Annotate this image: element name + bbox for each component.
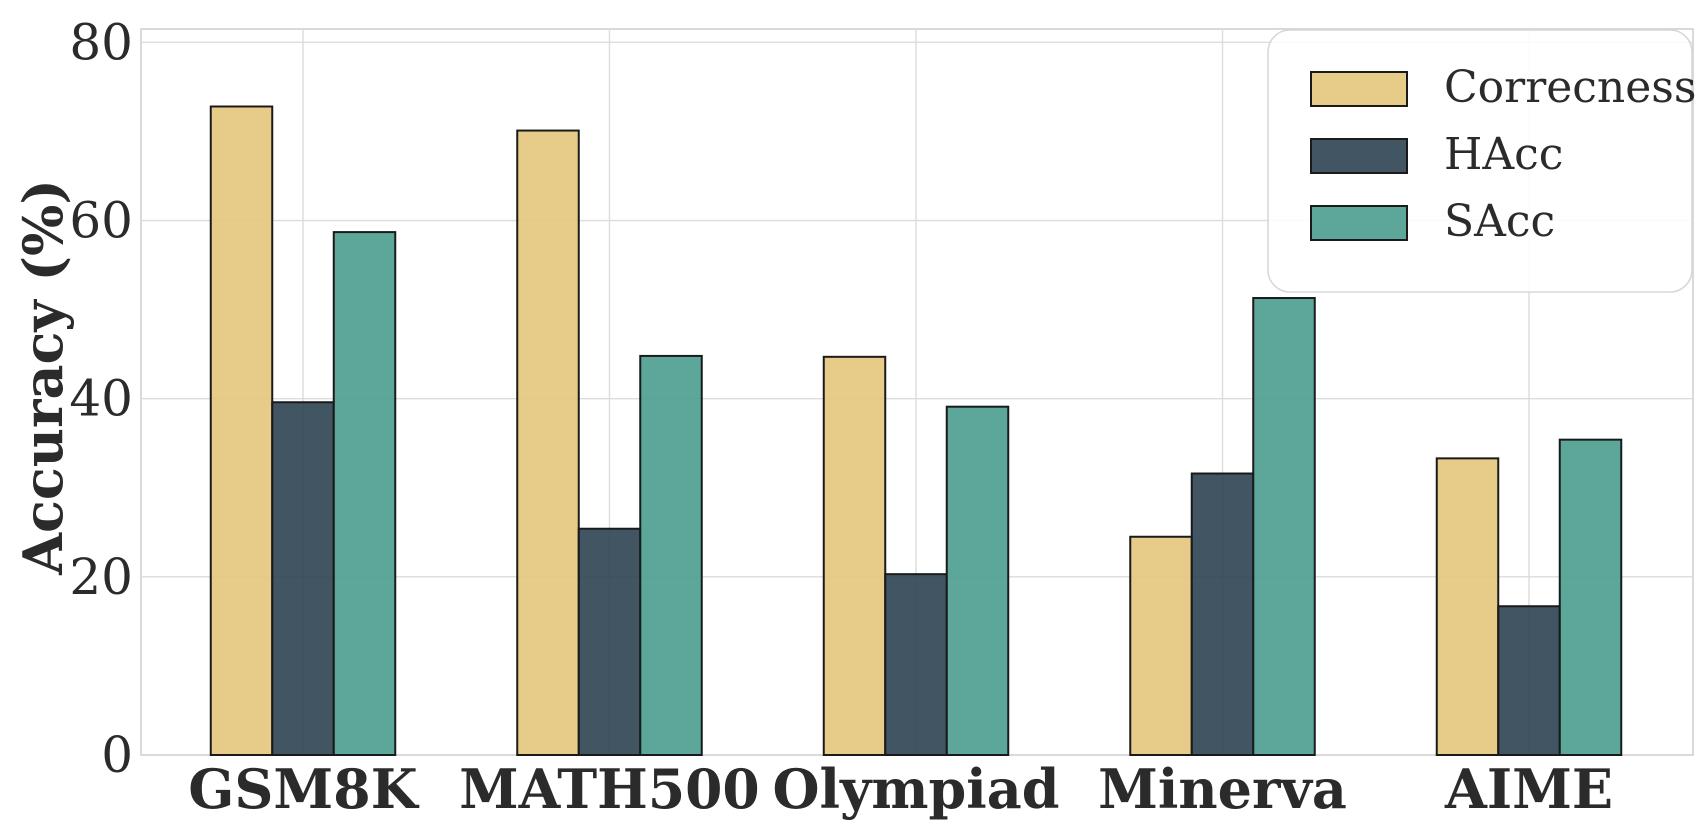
bar-correcness-gsm8k — [209, 105, 274, 756]
x-tick-label: GSM8K — [188, 757, 419, 821]
legend-swatch — [1310, 205, 1408, 241]
legend-swatch — [1310, 71, 1408, 107]
y-tick-label: 20 — [69, 548, 133, 606]
bar-sacc-olympiad — [945, 405, 1010, 756]
y-tick-label: 60 — [69, 192, 133, 250]
legend-swatch — [1310, 138, 1408, 174]
legend-label: Correcness — [1444, 62, 1696, 113]
legend-label: SAcc — [1444, 196, 1555, 247]
bar-sacc-aime — [1558, 438, 1623, 756]
legend: Correcness HAcc SAcc — [1267, 29, 1696, 293]
y-tick-label: 80 — [69, 13, 133, 71]
x-tick-label: MATH500 — [459, 757, 760, 821]
bar-hacc-aime — [1497, 605, 1561, 756]
y-tick-label: 0 — [101, 726, 133, 784]
x-tick-label: AIME — [1444, 757, 1613, 821]
bar-sacc-math500 — [639, 354, 703, 756]
bar-sacc-minerva — [1252, 297, 1316, 756]
y-axis-title: Accuracy (%) — [11, 179, 75, 576]
bar-correcness-aime — [1435, 457, 1500, 756]
x-tick-label: Olympiad — [772, 757, 1059, 821]
bars-layer — [209, 105, 1623, 757]
legend-label: HAcc — [1444, 129, 1563, 180]
bar-sacc-gsm8k — [332, 231, 397, 756]
y-tick-label: 40 — [69, 370, 133, 428]
bar-hacc-gsm8k — [271, 401, 335, 756]
bar-hacc-olympiad — [884, 573, 948, 756]
axes-layer: 0 20 40 60 80 GSM8K MATH500 Olympiad Minerva AIME… — [11, 13, 1613, 821]
bar-correcness-minerva — [1129, 535, 1193, 756]
bar-hacc-minerva — [1190, 472, 1255, 756]
x-tick-label: Minerva — [1098, 757, 1347, 821]
bar-hacc-math500 — [577, 527, 642, 756]
bar-correcness-olympiad — [822, 355, 887, 756]
bar-correcness-math500 — [516, 129, 580, 757]
